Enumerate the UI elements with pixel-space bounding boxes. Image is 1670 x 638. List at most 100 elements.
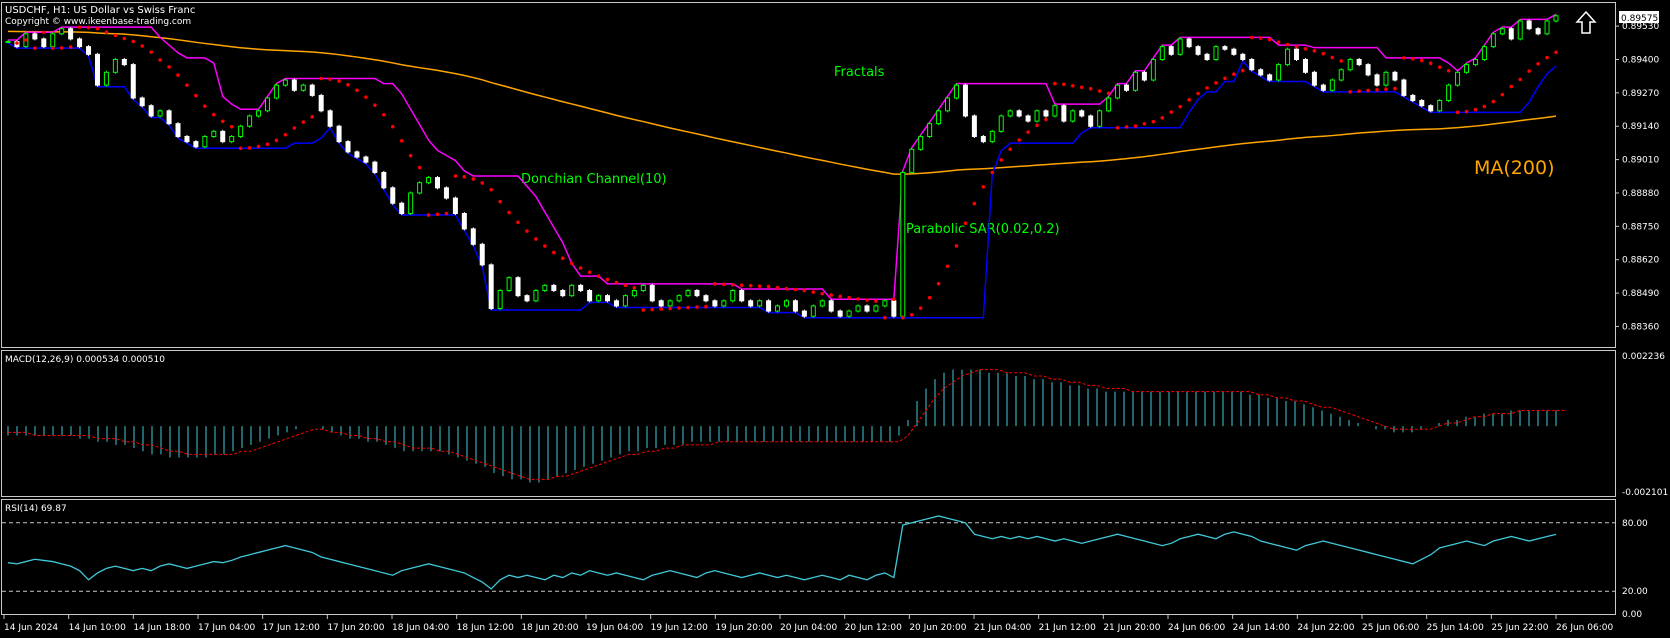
sar-dot bbox=[337, 79, 341, 83]
sar-dot bbox=[507, 210, 511, 215]
sar-dot bbox=[364, 95, 368, 99]
candle bbox=[551, 283, 557, 293]
time-tick-label: 21 Jun 04:00 bbox=[974, 623, 1031, 633]
sar-dot bbox=[1527, 69, 1531, 73]
sar-dot bbox=[730, 282, 735, 287]
candle bbox=[211, 129, 217, 139]
candle bbox=[569, 283, 575, 298]
candle bbox=[309, 83, 315, 97]
candle bbox=[1168, 45, 1174, 56]
candle bbox=[354, 150, 360, 159]
sar-dot bbox=[1446, 69, 1451, 73]
price-tick-label: 0.89270 bbox=[1622, 89, 1659, 99]
sar-dot bbox=[1294, 44, 1299, 49]
candle bbox=[1222, 45, 1228, 51]
sar-dot bbox=[1509, 84, 1514, 89]
candle bbox=[971, 114, 977, 139]
sar-dot bbox=[1160, 116, 1165, 120]
candle bbox=[282, 78, 288, 87]
sar-dot bbox=[1393, 86, 1397, 91]
candle bbox=[417, 181, 423, 195]
sar-dot bbox=[1258, 36, 1263, 40]
candle bbox=[148, 104, 154, 118]
candle bbox=[757, 299, 763, 308]
candle bbox=[1034, 109, 1040, 123]
macd-pane[interactable] bbox=[1, 350, 1616, 497]
candle bbox=[730, 288, 736, 303]
current-price-value: 0.89575 bbox=[1621, 14, 1658, 24]
candle bbox=[372, 160, 378, 174]
candle bbox=[578, 283, 584, 293]
sar-dot bbox=[963, 221, 968, 225]
candle bbox=[980, 134, 986, 144]
candle bbox=[202, 134, 208, 149]
macd-tick-label: -0.002101 bbox=[1622, 488, 1668, 498]
candle bbox=[86, 45, 92, 56]
rsi-pane[interactable] bbox=[1, 499, 1616, 615]
candle bbox=[32, 32, 38, 41]
sar-dot bbox=[59, 46, 64, 50]
candle bbox=[1267, 73, 1273, 82]
candle bbox=[175, 122, 181, 139]
sar-dot bbox=[1375, 88, 1379, 92]
sar-dot bbox=[578, 266, 583, 270]
candle bbox=[130, 63, 136, 100]
sar-dot bbox=[471, 177, 476, 181]
sar-dot bbox=[86, 25, 91, 30]
candle bbox=[1553, 14, 1559, 23]
macd-signal-line bbox=[8, 369, 1565, 480]
candle bbox=[363, 155, 369, 164]
sar-dot bbox=[274, 138, 279, 143]
candle bbox=[676, 294, 682, 303]
time-tick-label: 21 Jun 20:00 bbox=[1103, 623, 1160, 633]
candle bbox=[229, 134, 235, 144]
candle bbox=[1240, 52, 1246, 62]
candle bbox=[1365, 63, 1371, 77]
candle bbox=[873, 304, 879, 313]
sar-dot bbox=[444, 211, 449, 216]
sar-dot bbox=[847, 295, 851, 300]
candle bbox=[452, 196, 458, 216]
candle bbox=[336, 124, 342, 144]
sar-dot bbox=[417, 165, 422, 170]
candle bbox=[1016, 109, 1022, 118]
sar-dot bbox=[668, 306, 672, 311]
sar-dot bbox=[1088, 86, 1093, 91]
sar-dot bbox=[918, 306, 923, 310]
candle bbox=[1204, 52, 1210, 62]
candle bbox=[945, 96, 951, 113]
price-pane[interactable] bbox=[1, 2, 1616, 348]
sar-dot bbox=[77, 25, 82, 29]
sar-dot bbox=[1026, 130, 1030, 134]
candle bbox=[810, 304, 816, 318]
sar-dot bbox=[954, 244, 959, 248]
sar-dot bbox=[1491, 99, 1496, 104]
sar-dot bbox=[1062, 82, 1066, 87]
sar-dot bbox=[757, 284, 762, 288]
sar-dot bbox=[203, 104, 207, 108]
sar-dot bbox=[838, 294, 842, 299]
candle bbox=[1302, 57, 1308, 74]
sar-dot bbox=[900, 315, 905, 320]
sar-dot bbox=[892, 297, 896, 302]
candle bbox=[1285, 47, 1291, 67]
sar-dot bbox=[50, 46, 55, 50]
sar-dot bbox=[1115, 125, 1120, 130]
sar-dot bbox=[677, 306, 681, 310]
sar-dot bbox=[229, 124, 234, 129]
candle bbox=[1177, 37, 1183, 56]
candle bbox=[712, 299, 718, 308]
candle bbox=[1535, 27, 1541, 36]
sar-dot bbox=[131, 39, 136, 44]
candle bbox=[68, 27, 74, 41]
sar-dot bbox=[373, 103, 377, 107]
sar-dot bbox=[766, 284, 771, 289]
rsi-tick-label: 80.00 bbox=[1622, 519, 1648, 529]
time-tick-label: 26 Jun 06:00 bbox=[1556, 623, 1613, 633]
candle bbox=[953, 83, 959, 100]
sar-dot bbox=[1285, 42, 1290, 47]
candle bbox=[989, 129, 995, 144]
sar-dot bbox=[140, 44, 145, 48]
sar-dot bbox=[1303, 47, 1308, 51]
